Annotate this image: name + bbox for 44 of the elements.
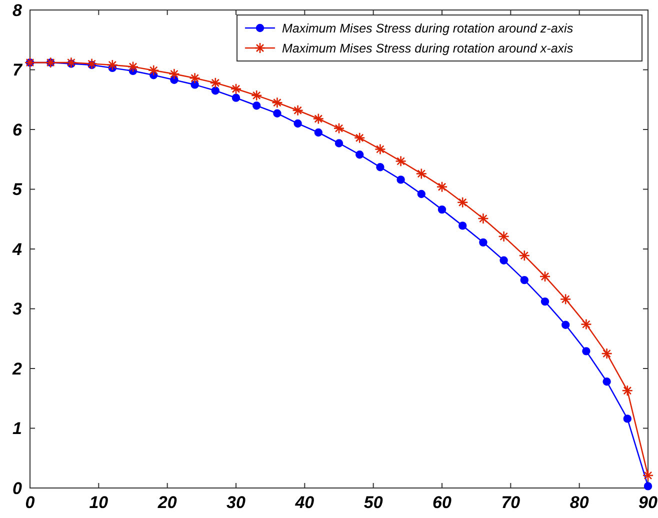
point	[540, 297, 550, 306]
point	[314, 128, 322, 137]
point	[479, 238, 488, 247]
y-tick-label: 3	[12, 300, 23, 319]
y-tick-label: 4	[12, 240, 23, 259]
point	[582, 347, 590, 356]
point	[356, 150, 364, 159]
point	[190, 80, 199, 89]
point	[273, 109, 282, 118]
point	[458, 222, 467, 230]
x-tick-label: 70	[501, 493, 521, 512]
x-tick-label: 90	[638, 493, 658, 512]
y-tick-label: 1	[12, 419, 22, 438]
point	[417, 190, 426, 198]
point	[294, 119, 302, 128]
legend-label: Maximum Mises Stress during rotation around z-axis	[282, 21, 574, 36]
point	[562, 320, 570, 329]
point	[644, 482, 652, 490]
x-tick-label: 30	[226, 493, 246, 512]
y-tick-label: 7	[12, 60, 24, 80]
point	[500, 256, 508, 264]
point	[334, 139, 344, 148]
legend-label: Maximum Mises Stress during rotation around x-axis	[282, 41, 574, 56]
point	[623, 414, 632, 423]
point	[520, 276, 528, 284]
x-tick-label: 0	[25, 493, 36, 512]
point	[232, 94, 240, 102]
point	[376, 163, 384, 172]
y-tick-label: 0	[12, 478, 23, 498]
y-tick-label: 6	[12, 120, 23, 140]
x-tick-label: 80	[570, 493, 590, 512]
x-tick-label: 20	[156, 493, 178, 512]
x-tick-label: 60	[432, 493, 452, 512]
point	[396, 176, 405, 184]
point	[211, 86, 220, 95]
x-tick-label: 40	[294, 493, 315, 512]
x-tick-label: 10	[89, 493, 109, 512]
point	[602, 378, 611, 386]
x-tick-label: 50	[364, 493, 384, 512]
point	[252, 102, 261, 110]
y-tick-label: 8	[12, 0, 23, 20]
point	[438, 205, 446, 214]
y-tick-label: 2	[12, 359, 23, 378]
y-tick-label: 5	[12, 180, 23, 200]
